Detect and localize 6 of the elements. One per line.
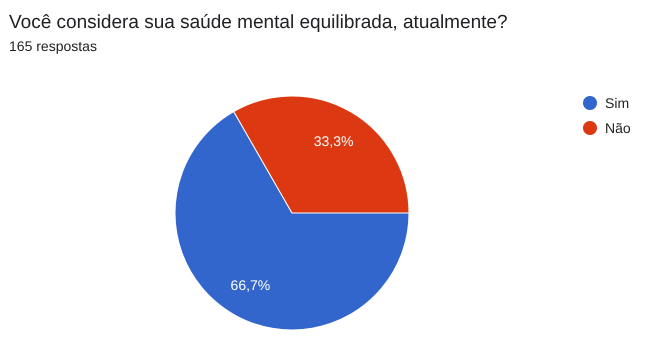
chart-title: Você considera sua saúde mental equilibrada, atualmente? [9, 12, 508, 33]
legend-label: Não [605, 120, 631, 136]
data-label: 33,3% [314, 133, 354, 150]
text: 165 respostas [9, 38, 97, 54]
legend-label: Sim [605, 94, 630, 111]
data-label: 66,7% [230, 276, 270, 293]
